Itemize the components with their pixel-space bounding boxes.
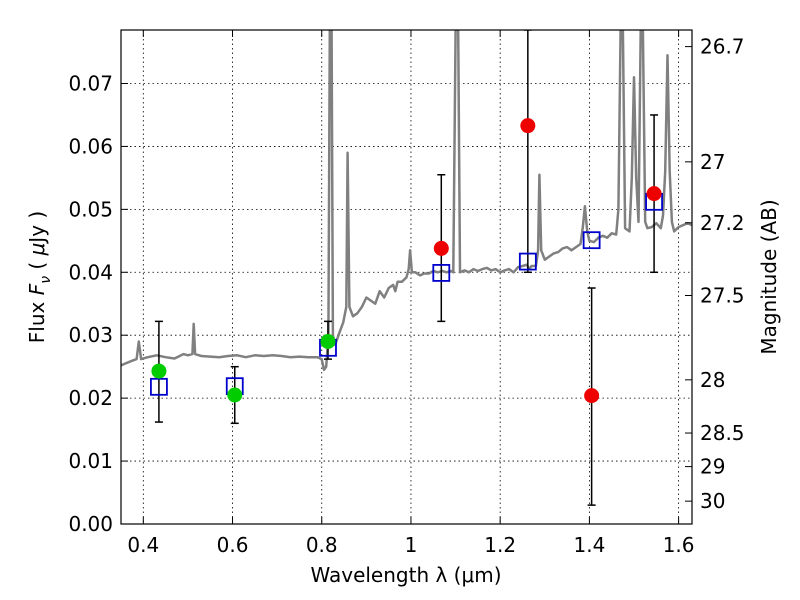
x-tick-label: 0.4 — [127, 533, 159, 557]
plot-frame — [120, 29, 693, 525]
model-photometry-square — [432, 264, 451, 282]
y-tick-label: 0.06 — [68, 134, 113, 158]
y-tick-label: 0.02 — [68, 386, 113, 410]
y-tick-label: 0.03 — [68, 323, 113, 347]
y2-tick-label: 30 — [700, 489, 725, 513]
y-tick-label: 0.00 — [68, 512, 113, 536]
y2-tick-label: 28.5 — [700, 421, 745, 445]
y-label-part-f: F — [25, 283, 49, 295]
model-photometry-square — [518, 252, 537, 271]
y2-tick-label: 27.2 — [700, 211, 745, 235]
observed-flux-point — [584, 388, 600, 404]
y2-tick-label: 28 — [700, 368, 725, 392]
y2-tick-label: 27.5 — [700, 284, 745, 308]
x-tick-label: 1.2 — [484, 533, 516, 557]
x-axis-label: Wavelength λ (μm) — [310, 563, 501, 587]
axis-ticks: 0.4 0.6 0.8 1 1.2 1.4 1.6 0.00 0.01 0.02 0.03 0.04 0… — [68, 30, 745, 557]
y-axis-label: Flux Fν ( μJy ) — [25, 211, 54, 343]
y-label-part-flux: Flux — [25, 295, 49, 343]
y2-tick-label: 26.7 — [700, 35, 745, 59]
observed-flux-point — [433, 240, 449, 256]
y2-axis-label: Magnitude (AB) — [757, 199, 781, 354]
model-spectrum-line — [121, 30, 692, 372]
markers-layer — [150, 118, 663, 404]
x-tick-label: 0.6 — [217, 533, 249, 557]
y-label-part-nu: ν — [38, 276, 54, 284]
observed-flux-point — [227, 387, 243, 403]
model-spectrum-layer — [121, 30, 692, 372]
y-label-part-open: ( — [25, 255, 49, 276]
y-tick-label: 0.01 — [68, 449, 113, 473]
x-tick-label: 1.4 — [573, 533, 605, 557]
observed-flux-point — [520, 118, 536, 134]
observed-flux-point — [151, 363, 167, 379]
y2-tick-label: 29 — [700, 455, 725, 479]
y-label-part-unit: Jy ) — [25, 211, 49, 245]
model-photometry-square — [582, 231, 601, 250]
y-label-part-mu: μ — [25, 243, 49, 257]
y-tick-label: 0.04 — [68, 260, 113, 284]
y2-tick-label: 27 — [700, 150, 725, 174]
x-tick-label: 0.8 — [306, 533, 338, 557]
x-tick-label: 1 — [405, 533, 418, 557]
model-photometry-square — [150, 377, 168, 396]
observed-flux-point — [646, 186, 662, 202]
y-tick-label: 0.07 — [68, 71, 113, 95]
y-tick-label: 0.05 — [68, 197, 113, 221]
observed-flux-point — [320, 334, 336, 350]
x-tick-label: 1.6 — [663, 533, 695, 557]
